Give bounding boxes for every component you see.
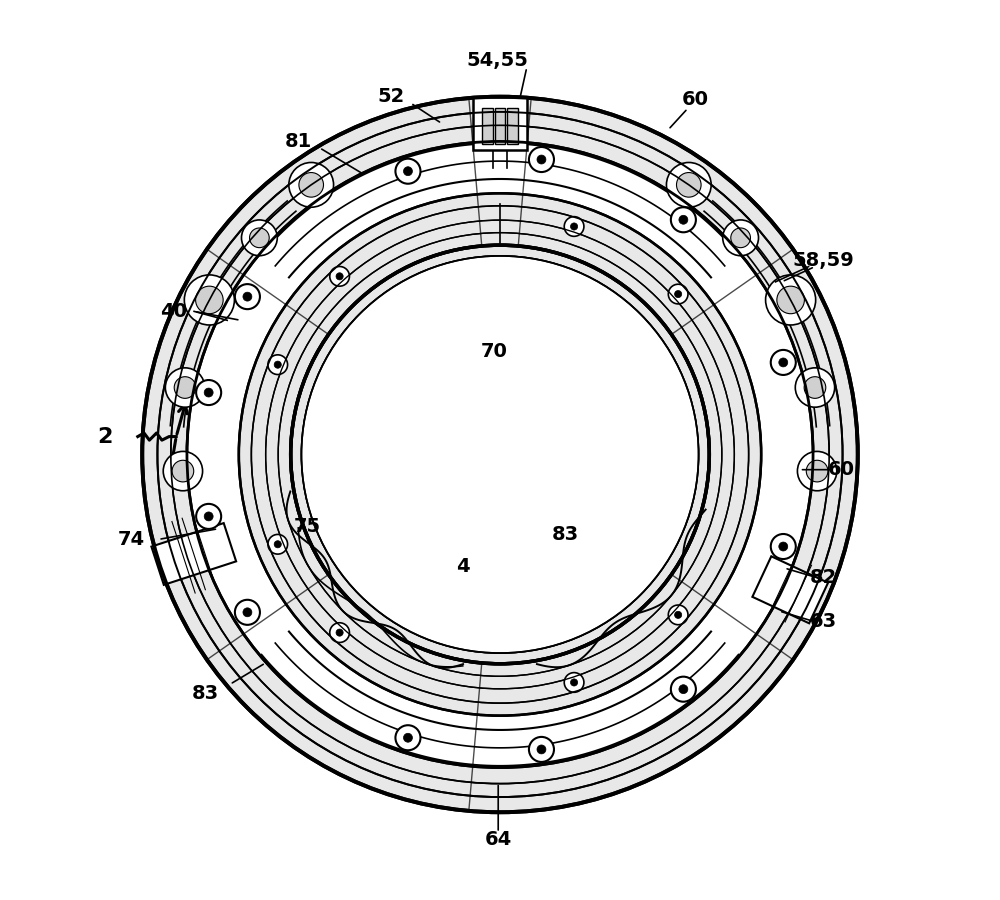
Circle shape — [241, 220, 277, 256]
Circle shape — [243, 608, 252, 616]
Circle shape — [204, 512, 213, 521]
Circle shape — [395, 725, 420, 751]
Text: 58,59: 58,59 — [793, 251, 855, 270]
Text: 63: 63 — [810, 612, 837, 631]
Circle shape — [243, 292, 252, 302]
Circle shape — [142, 96, 858, 813]
Circle shape — [795, 368, 835, 407]
Circle shape — [529, 737, 554, 762]
Circle shape — [668, 284, 688, 304]
Circle shape — [723, 220, 759, 256]
Text: 54,55: 54,55 — [466, 51, 528, 70]
Circle shape — [274, 541, 281, 548]
Circle shape — [570, 223, 578, 230]
Circle shape — [274, 361, 281, 368]
Circle shape — [302, 256, 698, 652]
Text: 83: 83 — [191, 684, 218, 703]
Circle shape — [174, 377, 196, 399]
Circle shape — [679, 685, 688, 694]
Circle shape — [289, 163, 334, 207]
Polygon shape — [151, 523, 236, 585]
Polygon shape — [752, 556, 828, 624]
Circle shape — [188, 142, 812, 767]
Circle shape — [196, 380, 221, 405]
Bar — [473, 96, 527, 150]
Circle shape — [676, 173, 701, 197]
Text: 40: 40 — [160, 302, 187, 321]
Circle shape — [196, 504, 221, 529]
Circle shape — [797, 452, 837, 491]
Bar — [495, 108, 505, 144]
Circle shape — [403, 166, 412, 176]
Circle shape — [250, 228, 269, 248]
Circle shape — [235, 599, 260, 625]
Circle shape — [537, 745, 546, 754]
Circle shape — [771, 534, 796, 559]
Circle shape — [777, 286, 804, 314]
Circle shape — [570, 679, 578, 686]
Circle shape — [239, 194, 761, 716]
Circle shape — [163, 452, 203, 491]
Text: 2: 2 — [97, 427, 112, 446]
Text: 74: 74 — [118, 530, 145, 549]
Circle shape — [671, 677, 696, 702]
Circle shape — [666, 163, 711, 207]
Circle shape — [766, 274, 816, 325]
Circle shape — [330, 623, 349, 643]
Circle shape — [675, 611, 682, 618]
Text: 81: 81 — [285, 132, 312, 151]
Text: 83: 83 — [552, 526, 579, 544]
Text: 82: 82 — [810, 568, 837, 587]
Bar — [482, 108, 493, 144]
Text: 4: 4 — [456, 557, 469, 576]
Circle shape — [196, 286, 223, 314]
Circle shape — [779, 542, 788, 551]
Circle shape — [395, 158, 420, 184]
Circle shape — [336, 629, 343, 636]
Circle shape — [529, 147, 554, 172]
Text: 60: 60 — [828, 460, 855, 479]
Circle shape — [336, 273, 343, 280]
Circle shape — [537, 155, 546, 164]
Text: 52: 52 — [377, 87, 405, 106]
Circle shape — [675, 291, 682, 298]
Circle shape — [806, 460, 828, 482]
Circle shape — [204, 388, 213, 397]
Text: 70: 70 — [480, 342, 507, 361]
Circle shape — [299, 173, 324, 197]
Circle shape — [330, 266, 349, 286]
Circle shape — [564, 672, 584, 692]
Circle shape — [302, 256, 698, 652]
Circle shape — [268, 355, 288, 374]
Circle shape — [184, 274, 234, 325]
Circle shape — [731, 228, 750, 248]
Text: 60: 60 — [681, 90, 708, 109]
Circle shape — [779, 358, 788, 367]
Circle shape — [679, 215, 688, 224]
Circle shape — [564, 217, 584, 237]
Circle shape — [268, 535, 288, 554]
Circle shape — [771, 350, 796, 375]
Bar — [507, 108, 518, 144]
Circle shape — [668, 605, 688, 625]
Circle shape — [804, 377, 826, 399]
Circle shape — [671, 207, 696, 232]
Circle shape — [403, 734, 412, 742]
Text: 64: 64 — [485, 830, 512, 849]
Circle shape — [172, 460, 194, 482]
Circle shape — [165, 368, 205, 407]
Circle shape — [235, 284, 260, 310]
Text: 75: 75 — [294, 517, 321, 535]
